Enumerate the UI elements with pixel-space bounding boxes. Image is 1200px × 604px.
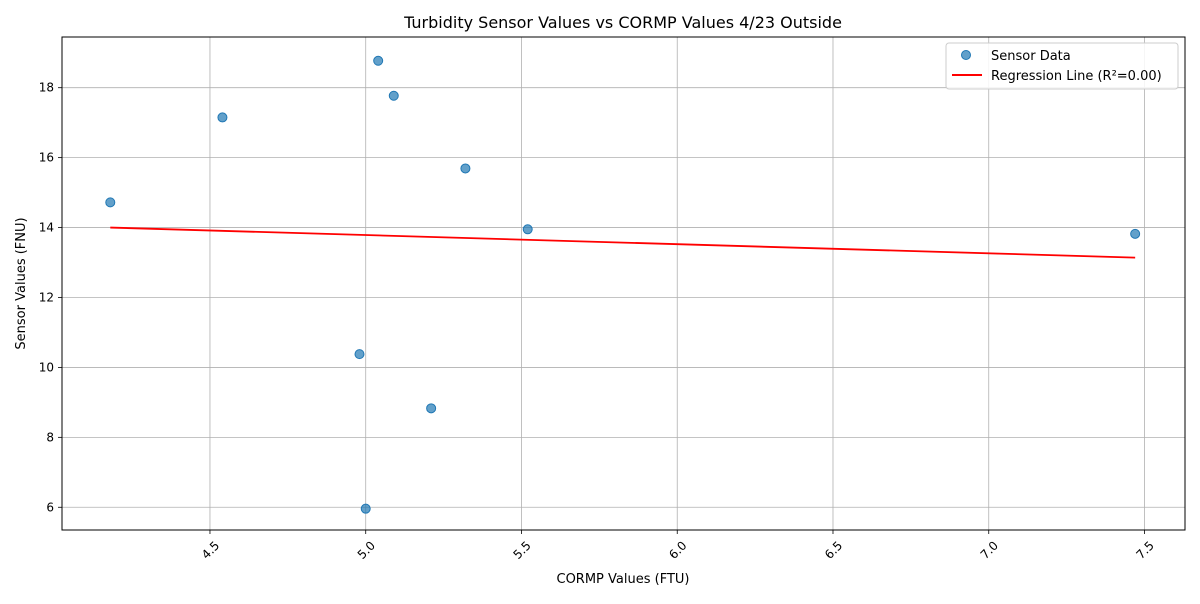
data-point: [522, 224, 533, 235]
y-tick-label: 14: [39, 221, 54, 235]
legend-scatter-marker: [961, 50, 971, 60]
x-tick-label: 6.5: [822, 538, 845, 561]
data-point: [105, 197, 116, 208]
legend: Sensor Data Regression Line (R²=0.00): [945, 42, 1179, 90]
y-tick-label: 10: [39, 360, 54, 374]
data-point: [360, 503, 371, 514]
x-tick-label: 5.5: [510, 538, 533, 561]
y-axis-label: Sensor Values (FNU): [14, 217, 29, 349]
data-point: [388, 90, 399, 101]
regression-line: [110, 226, 1136, 259]
y-tick-label: 6: [46, 500, 54, 514]
legend-label-sensor-data: Sensor Data: [991, 49, 1071, 64]
x-tick-label: 4.5: [199, 538, 222, 561]
legend-label-regression-line: Regression Line (R²=0.00): [991, 69, 1162, 84]
legend-box: [945, 42, 1179, 90]
y-tick-label: 16: [39, 151, 54, 165]
x-tick-label: 7.5: [1133, 538, 1156, 561]
chart-title: Turbidity Sensor Values vs CORMP Values …: [403, 13, 842, 32]
plot-data: [105, 55, 1141, 514]
y-tick-label: 18: [39, 81, 54, 95]
data-point: [373, 55, 384, 66]
x-axis-label: CORMP Values (FTU): [557, 572, 690, 587]
data-point: [426, 403, 437, 414]
y-tick-label: 12: [39, 290, 54, 304]
grid: [62, 37, 1185, 530]
data-point: [217, 112, 228, 123]
x-tick-label: 5.0: [355, 538, 378, 561]
plot-frame: [61, 36, 1186, 531]
x-tick-label: 7.0: [978, 538, 1001, 561]
data-point: [354, 349, 365, 360]
data-point: [460, 163, 471, 174]
y-tick-label: 8: [46, 430, 54, 444]
x-tick-label: 6.0: [666, 538, 689, 561]
data-point: [1130, 228, 1141, 239]
